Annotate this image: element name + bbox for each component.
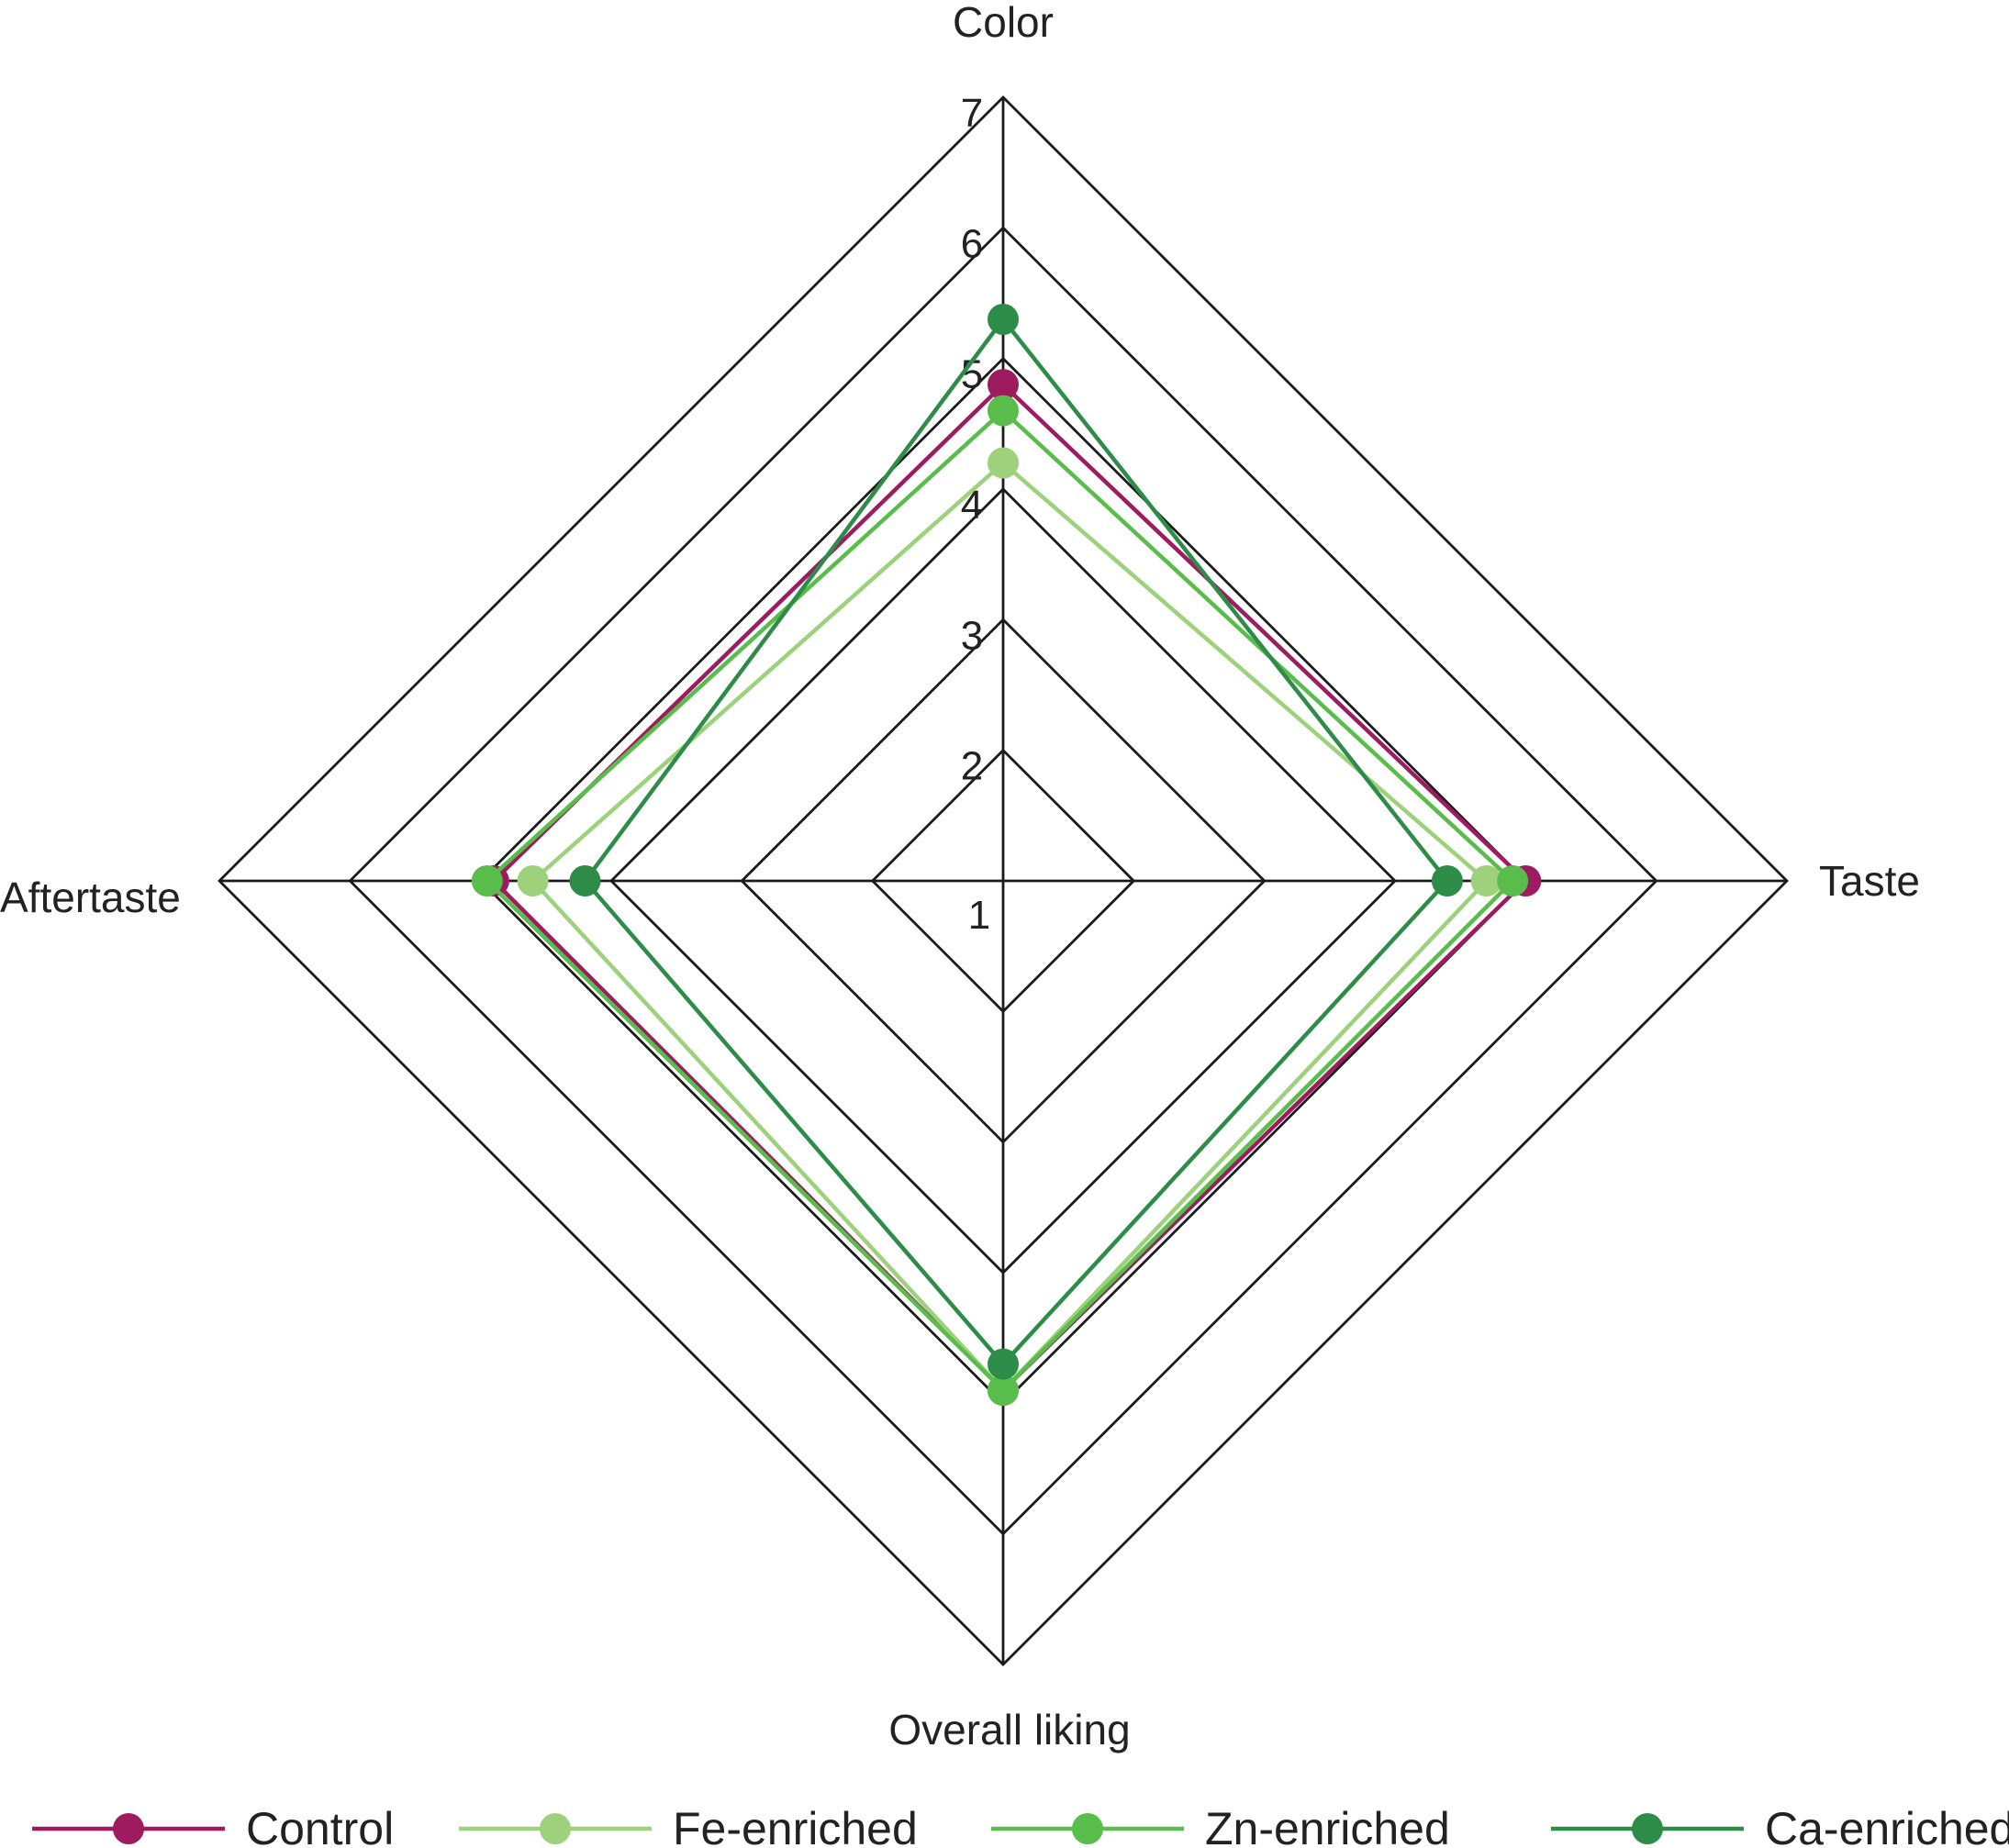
legend-marker-0: [113, 1813, 144, 1844]
series-point-3-2: [988, 1348, 1019, 1380]
legend-label-3: Ca-enriched: [1765, 1803, 2009, 1848]
axis-label-color: Color: [953, 0, 1054, 46]
legend-marker-1: [540, 1813, 571, 1844]
axis-label-taste: Taste: [1819, 857, 1920, 905]
tick-label-3: 3: [961, 613, 983, 658]
series-point-2-0: [988, 395, 1019, 427]
legend-marker-3: [1632, 1813, 1663, 1844]
tick-label-7: 7: [961, 91, 983, 136]
legend-label-1: Fe-enriched: [673, 1803, 918, 1848]
axis-labels: Color Taste Overall liking Aftertaste: [0, 0, 1920, 1753]
legend-marker-2: [1072, 1813, 1103, 1844]
legend-label-2: Zn-enriched: [1205, 1803, 1450, 1848]
radar-spokes: [219, 97, 1787, 1664]
legend-item-1: Fe-enriched: [459, 1803, 918, 1848]
series-2: [471, 395, 1529, 1407]
legend-label-0: Control: [246, 1803, 394, 1848]
axis-label-overall-liking: Overall liking: [888, 1706, 1130, 1753]
series-point-3-3: [569, 865, 601, 896]
series-point-2-2: [988, 1375, 1019, 1407]
legend-item-2: Zn-enriched: [991, 1803, 1450, 1848]
legend-item-0: Control: [32, 1803, 394, 1848]
series-point-2-3: [471, 865, 503, 896]
tick-label-1: 1: [968, 893, 990, 938]
axis-label-aftertaste: Aftertaste: [0, 874, 181, 921]
series-point-3-0: [988, 304, 1019, 335]
series-1: [517, 447, 1502, 1407]
legend-item-3: Ca-enriched: [1551, 1803, 2009, 1848]
series-layer: [471, 304, 1542, 1407]
series-line-0: [490, 381, 1529, 1394]
series-point-0-0: [988, 369, 1019, 401]
series-point-1-1: [1470, 865, 1502, 896]
series-line-1: [530, 460, 1490, 1394]
series-line-2: [484, 407, 1516, 1394]
series-point-1-0: [988, 447, 1019, 479]
series-3: [569, 304, 1463, 1380]
tick-label-2: 2: [961, 744, 983, 789]
series-point-1-3: [517, 865, 549, 896]
series-point-3-1: [1431, 865, 1463, 896]
series-0: [477, 369, 1542, 1407]
tick-label-6: 6: [961, 221, 983, 266]
legend: Control Fe-enriched Zn-enriched Ca-enriched: [32, 1803, 2009, 1848]
series-point-2-1: [1497, 865, 1529, 896]
